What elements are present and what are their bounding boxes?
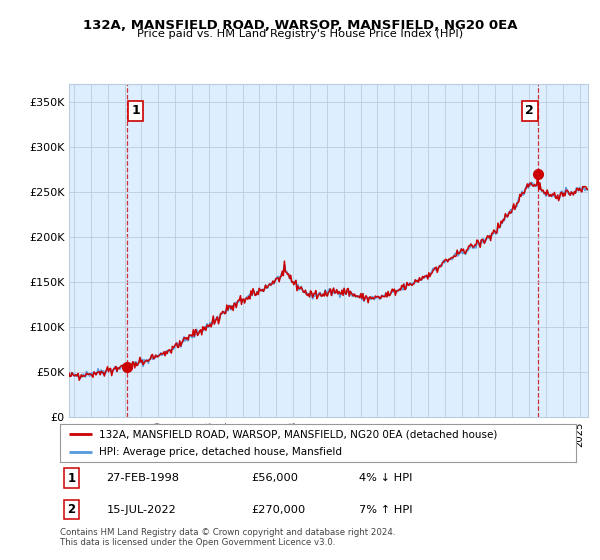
Text: 7% ↑ HPI: 7% ↑ HPI [359, 505, 413, 515]
Text: 4% ↓ HPI: 4% ↓ HPI [359, 473, 413, 483]
Text: Price paid vs. HM Land Registry's House Price Index (HPI): Price paid vs. HM Land Registry's House … [137, 29, 463, 39]
Text: 15-JUL-2022: 15-JUL-2022 [106, 505, 176, 515]
Text: £270,000: £270,000 [251, 505, 305, 515]
Text: 132A, MANSFIELD ROAD, WARSOP, MANSFIELD, NG20 0EA: 132A, MANSFIELD ROAD, WARSOP, MANSFIELD,… [83, 19, 517, 32]
Text: 2: 2 [67, 503, 76, 516]
Text: 1: 1 [67, 472, 76, 485]
Text: HPI: Average price, detached house, Mansfield: HPI: Average price, detached house, Mans… [98, 447, 342, 458]
Text: 27-FEB-1998: 27-FEB-1998 [106, 473, 179, 483]
Text: £56,000: £56,000 [251, 473, 298, 483]
Text: 2: 2 [526, 104, 534, 117]
Text: 1: 1 [131, 104, 140, 117]
Text: Contains HM Land Registry data © Crown copyright and database right 2024.
This d: Contains HM Land Registry data © Crown c… [60, 528, 395, 548]
Text: 132A, MANSFIELD ROAD, WARSOP, MANSFIELD, NG20 0EA (detached house): 132A, MANSFIELD ROAD, WARSOP, MANSFIELD,… [98, 429, 497, 439]
